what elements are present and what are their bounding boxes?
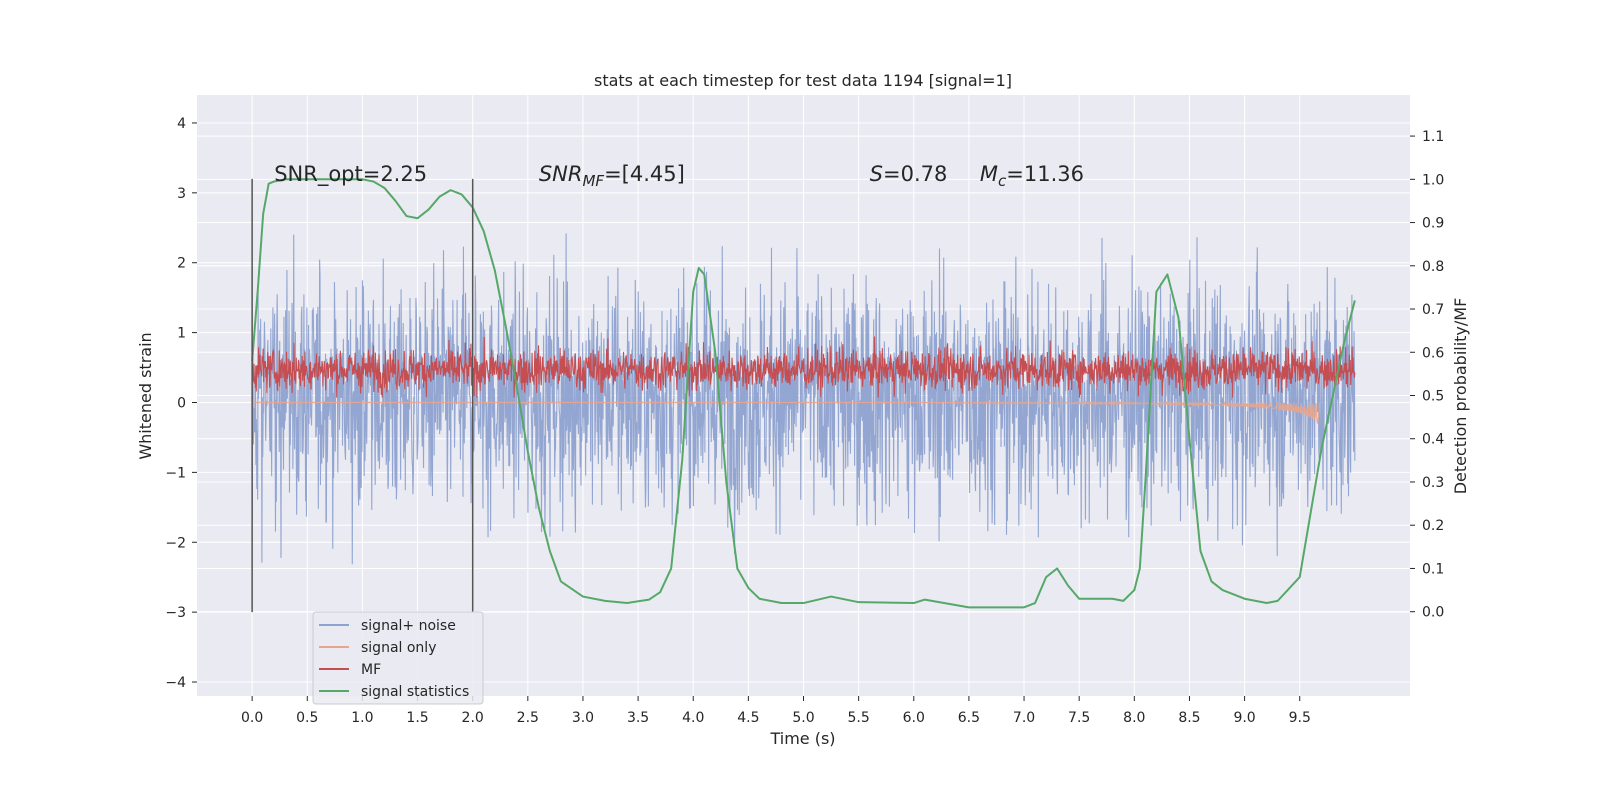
x-tick-label: 1.5	[406, 710, 428, 726]
y-tick-label: 1	[177, 326, 186, 342]
legend: signal+ noise signal only MF signal stat…	[312, 611, 484, 705]
x-tick-label: 6.0	[903, 710, 925, 726]
legend-label-signal-statistics: signal statistics	[361, 684, 469, 700]
y-tick-label: −3	[165, 605, 186, 621]
x-tick-label: 2.0	[462, 710, 484, 726]
y2-tick-label: 0.1	[1422, 561, 1444, 577]
y2-tick-label: 0.6	[1422, 345, 1444, 361]
y-tick-label: 2	[177, 256, 186, 272]
y-tick-label: 0	[177, 395, 186, 411]
y2-tick-label: 1.1	[1422, 129, 1444, 145]
x-tick-label: 5.0	[792, 710, 814, 726]
y-tick-label: −4	[165, 675, 186, 691]
y2-tick-label: 0.8	[1422, 259, 1444, 275]
y2-tick-label: 0.3	[1422, 475, 1444, 491]
annotation-1: SNRMF=[4.45]	[539, 162, 685, 190]
y-tick-label: −2	[165, 535, 186, 551]
x-tick-label: 6.5	[958, 710, 980, 726]
annotation-2: S=0.78	[870, 162, 948, 186]
x-tick-label: 9.5	[1289, 710, 1311, 726]
x-tick-label: 5.5	[848, 710, 870, 726]
axes: 0.0 0.5 1.0 1.5 2.0 2.5 3.0 3.5 4.0 4.5 5.0 5.5 6.0 6…	[165, 116, 1444, 726]
legend-box	[312, 611, 484, 705]
x-tick-label: 9.0	[1233, 710, 1255, 726]
x-tick-label: 8.5	[1178, 710, 1200, 726]
y2-tick-label: 0.4	[1422, 432, 1444, 448]
x-axis-label: Time (s)	[769, 729, 835, 748]
annotation-3: Mc=11.36	[980, 162, 1084, 190]
series-signal-only	[252, 400, 1321, 425]
x-tick-label: 7.5	[1068, 710, 1090, 726]
annotation-0: SNR_opt=2.25	[274, 162, 427, 187]
legend-label-mf: MF	[361, 662, 381, 678]
x-tick-label: 3.0	[572, 710, 594, 726]
y2-tick-label: 0.9	[1422, 216, 1444, 232]
y2-tick-label: 0.2	[1422, 518, 1444, 534]
x-tick-label: 3.5	[627, 710, 649, 726]
legend-label-signal-only: signal only	[361, 640, 436, 656]
y2-tick-label: 0.5	[1422, 389, 1444, 405]
y-tick-label: 3	[177, 186, 186, 202]
data-layer	[251, 178, 1356, 613]
legend-label-signal-noise: signal+ noise	[361, 618, 456, 634]
annotations: SNR_opt=2.25 SNRMF=[4.45] S=0.78 Mc=11.36	[274, 162, 1084, 190]
x-tick-label: 4.0	[682, 710, 704, 726]
x-tick-label: 1.0	[351, 710, 373, 726]
y2-tick-label: 0.0	[1422, 605, 1444, 621]
y-axis-label: Whitened strain	[136, 332, 155, 459]
y2-axis-label: Detection probability/MF	[1451, 298, 1470, 495]
y2-tick-label: 1.0	[1422, 172, 1444, 188]
x-tick-label: 0.0	[241, 710, 263, 726]
x-tick-label: 4.5	[737, 710, 759, 726]
x-tick-label: 0.5	[296, 710, 318, 726]
y2-tick-label: 0.7	[1422, 302, 1444, 318]
series-mf	[251, 336, 1356, 398]
chart-title: stats at each timestep for test data 119…	[594, 71, 1012, 90]
y-tick-label: −1	[165, 465, 186, 481]
series-signal-statistics	[251, 178, 1356, 609]
x-tick-label: 7.0	[1013, 710, 1035, 726]
x-tick-label: 2.5	[517, 710, 539, 726]
x-tick-label: 8.0	[1123, 710, 1145, 726]
series-signal-noise	[251, 233, 1356, 565]
y-tick-label: 4	[177, 116, 186, 132]
